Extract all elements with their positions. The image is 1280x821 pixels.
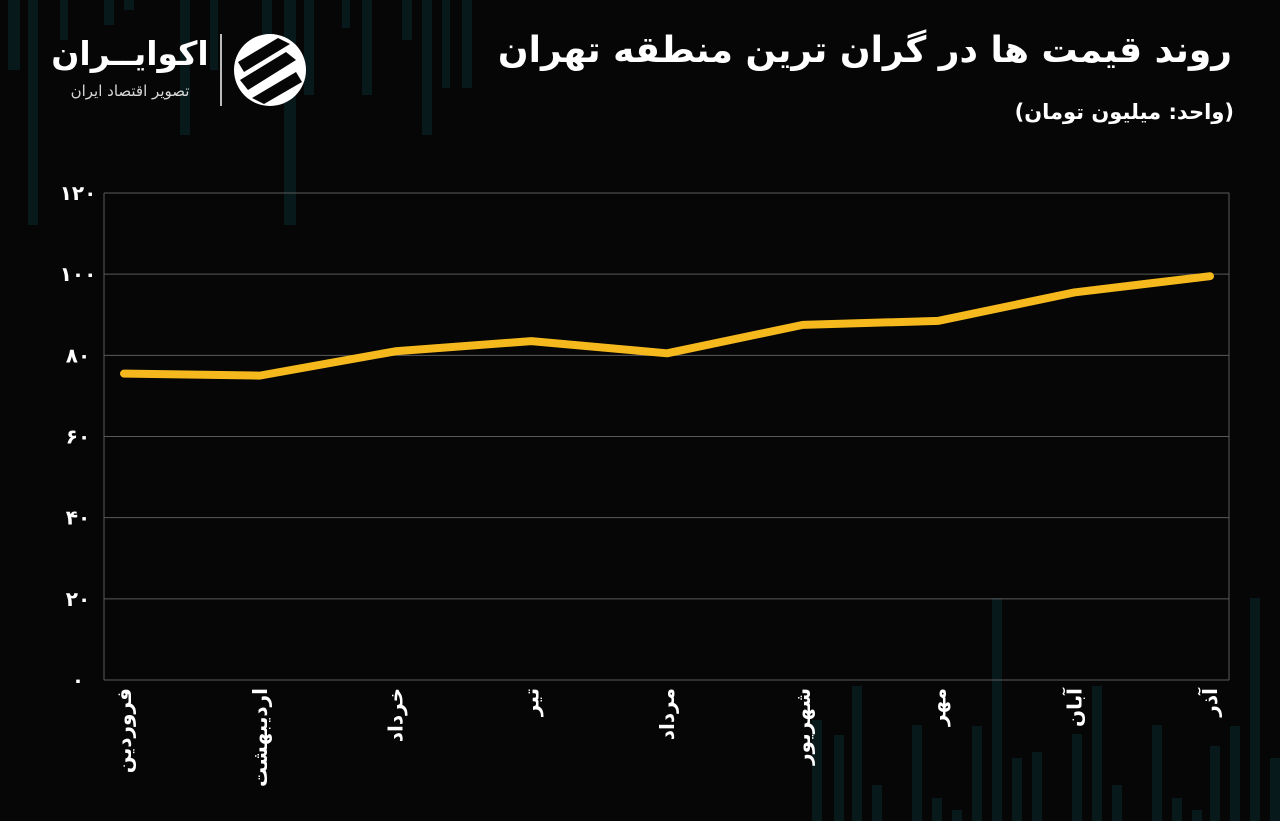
y-tick-label: ۱۲۰: [60, 181, 97, 205]
x-tick-label: تیر: [519, 688, 543, 717]
data-point: [122, 371, 126, 376]
data-point: [936, 318, 941, 323]
data-point: [1208, 274, 1212, 279]
chart-unit-subtitle: (واحد: میلیون تومان): [1014, 100, 1234, 124]
series-layer: [120, 272, 1214, 380]
y-tick-label: ۴۰: [66, 506, 90, 530]
x-tick-label: آبان: [1061, 687, 1086, 727]
y-tick-label: ۶۰: [66, 425, 90, 449]
x-tick-label: مهر: [927, 688, 951, 727]
ecoiran-logo-icon: [234, 34, 306, 106]
y-tick-label: ۸۰: [66, 343, 90, 367]
data-point: [1072, 290, 1077, 295]
x-tick-label: شهریور: [791, 688, 815, 766]
price-trend-line: [120, 272, 1214, 380]
y-axis-tick-labels: ۰ ۲۰ ۴۰ ۶۰ ۸۰ ۱۰۰ ۱۲۰: [60, 181, 97, 692]
x-tick-label: مرداد: [655, 688, 679, 740]
x-tick-label: اردیبهشت: [248, 688, 272, 787]
data-point: [257, 373, 262, 378]
data-point: [529, 339, 534, 344]
x-tick-label: فروردین: [112, 688, 136, 773]
x-tick-label: آذر: [1197, 687, 1222, 718]
data-point: [800, 322, 805, 327]
data-point: [665, 351, 669, 356]
y-tick-label: ۲۰: [66, 587, 90, 611]
x-axis-tick-labels: فروردین اردیبهشت خرداد تیر مرداد شهریور مهر آبا…: [112, 687, 1222, 787]
chart-title: روند قیمت ها در گران ترین منطقه تهران: [497, 30, 1232, 71]
grid-lines: [103, 192, 1230, 681]
x-tick-label: خرداد: [384, 688, 408, 742]
y-tick-label: ۰: [72, 668, 84, 692]
brand-separator: [220, 34, 222, 106]
brand-name: اکوایــران: [51, 34, 209, 73]
brand-logo-block: اکوایــران تصویر اقتصاد ایران: [48, 32, 312, 112]
data-point: [393, 349, 398, 354]
brand-tagline: تصویر اقتصاد ایران: [70, 82, 190, 100]
y-tick-label: ۱۰۰: [60, 262, 97, 286]
